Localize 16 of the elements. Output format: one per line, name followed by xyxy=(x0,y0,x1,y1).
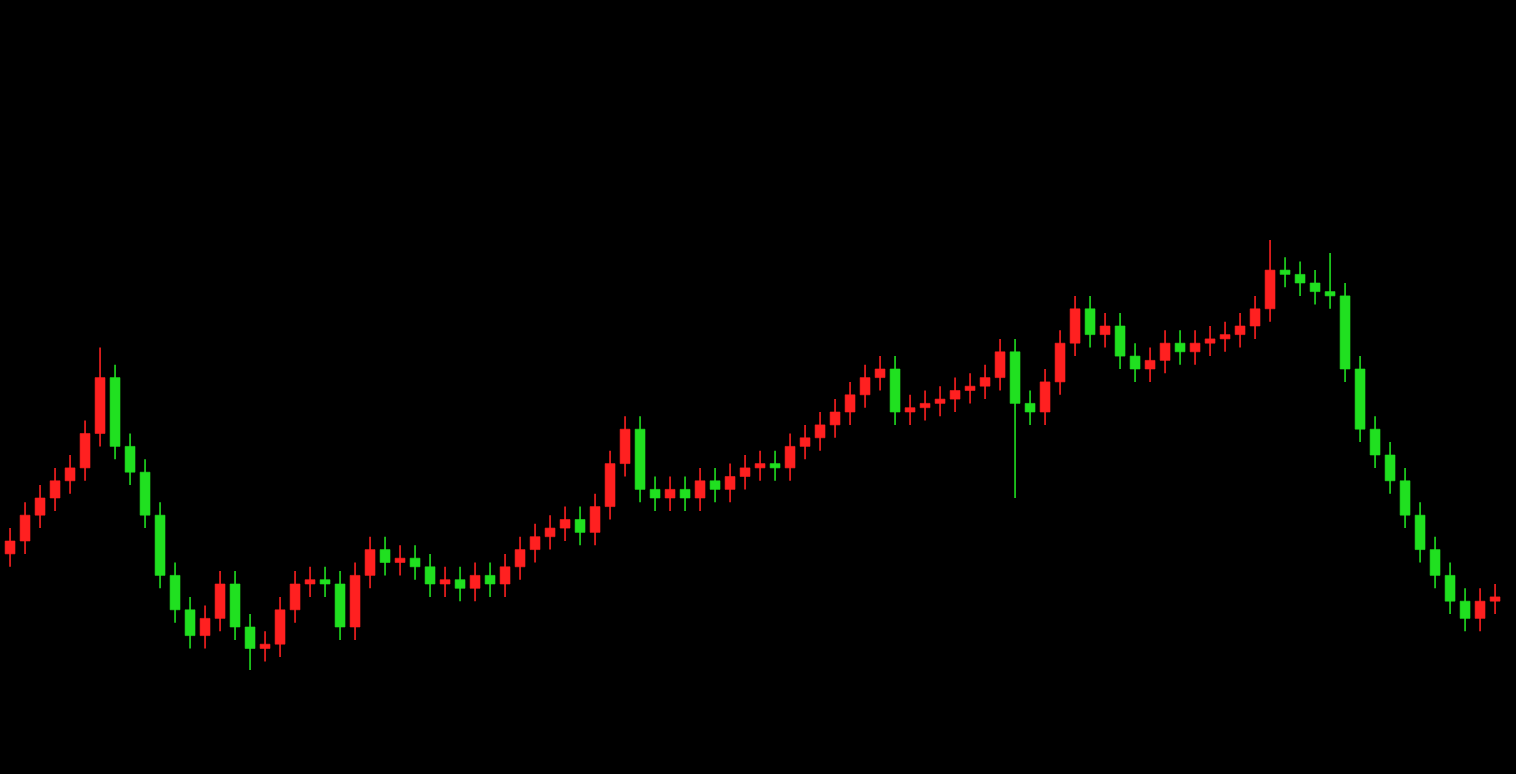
candlestick xyxy=(889,355,901,426)
candlestick xyxy=(1084,295,1096,349)
candlestick xyxy=(679,475,691,512)
candlestick xyxy=(469,561,481,602)
candlestick xyxy=(664,475,676,512)
candlestick xyxy=(709,467,721,504)
candlestick xyxy=(574,505,586,547)
candlestick xyxy=(379,535,391,577)
candlestick xyxy=(484,561,496,598)
candlestick xyxy=(439,566,451,598)
candlestick xyxy=(454,566,466,602)
candlestick xyxy=(1174,329,1186,366)
candlestick xyxy=(1099,312,1111,349)
candlestick xyxy=(694,467,706,512)
candlestick xyxy=(394,544,406,577)
candlestick xyxy=(769,449,781,482)
